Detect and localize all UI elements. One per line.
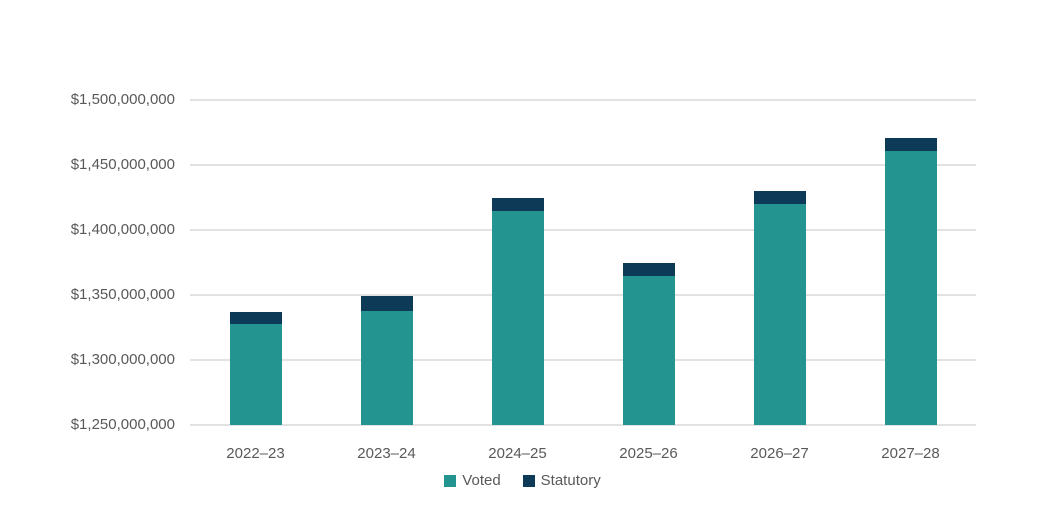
bar-2026-27-statutory xyxy=(753,191,806,204)
x-axis-category-label: 2027–28 xyxy=(881,445,940,462)
y-axis-tick-label: $1,450,000,000 xyxy=(70,156,175,173)
bar-2026-27-voted xyxy=(753,204,806,425)
bar-2023-24-statutory xyxy=(360,296,413,311)
bar-2022-23-statutory xyxy=(229,311,282,324)
gridline xyxy=(190,424,976,426)
legend-swatch-statutory xyxy=(522,475,535,487)
bar-2024-25-voted xyxy=(491,210,544,425)
y-axis-tick-label: $1,300,000,000 xyxy=(70,351,175,368)
bar-2025-26-statutory xyxy=(622,262,675,276)
gridline xyxy=(190,359,976,361)
x-axis-category-label: 2023–24 xyxy=(357,445,416,462)
bar-2023-24-voted xyxy=(360,310,413,425)
bar-2025-26-voted xyxy=(622,275,675,425)
plot-area xyxy=(190,99,976,426)
chart-legend: Voted Statutory xyxy=(0,473,1045,489)
legend-swatch-voted xyxy=(444,475,457,487)
bar-2027-28-voted xyxy=(884,150,937,425)
x-axis-category-label: 2024–25 xyxy=(488,445,547,462)
x-axis-category-label: 2022–23 xyxy=(226,445,285,462)
gridline xyxy=(190,164,976,166)
legend-item-voted: Voted xyxy=(444,472,501,489)
bar-2022-23-voted xyxy=(229,323,282,425)
gridline xyxy=(190,294,976,296)
y-axis-tick-label: $1,400,000,000 xyxy=(70,221,175,238)
gridline xyxy=(190,99,976,101)
gridline xyxy=(190,229,976,231)
legend-label-voted: Voted xyxy=(462,472,501,489)
legend-label-statutory: Statutory xyxy=(540,472,601,489)
y-axis-tick-label: $1,500,000,000 xyxy=(70,91,175,108)
y-axis-tick-label: $1,350,000,000 xyxy=(70,286,175,303)
x-axis-category-label: 2025–26 xyxy=(619,445,678,462)
y-axis-tick-label: $1,250,000,000 xyxy=(70,416,175,433)
legend-item-statutory: Statutory xyxy=(522,472,601,489)
x-axis-category-label: 2026–27 xyxy=(750,445,809,462)
bar-2027-28-statutory xyxy=(884,137,937,151)
bar-2024-25-statutory xyxy=(491,197,544,211)
